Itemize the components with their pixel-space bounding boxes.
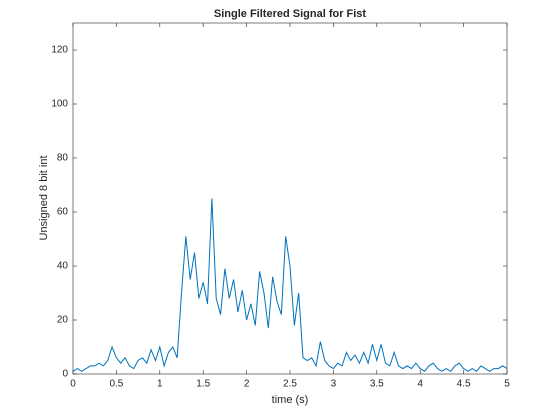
chart-title: Single Filtered Signal for Fist [214,8,367,20]
x-tick-label: 4.5 [457,379,471,390]
y-tick-label: 100 [51,99,68,110]
y-tick-label: 40 [57,261,69,272]
x-tick-label: 2.5 [283,379,297,390]
x-tick-label: 1 [157,379,163,390]
x-tick-label: 0 [70,379,76,390]
x-tick-label: 4 [417,379,423,390]
y-tick-label: 80 [57,153,69,164]
x-tick-label: 3 [331,379,337,390]
y-tick-label: 60 [57,207,69,218]
signal-line [72,198,508,372]
x-tick-label: 0.5 [109,379,123,390]
x-tick-label: 1.5 [196,379,210,390]
x-tick-label: 5 [504,379,510,390]
y-tick-label: 0 [62,369,68,380]
y-axis-label: Unsigned 8 bit int [38,156,50,241]
y-tick-label: 20 [57,315,69,326]
x-tick-label: 2 [244,379,250,390]
x-tick-label: 3.5 [370,379,384,390]
x-axis-label: time (s) [272,394,309,406]
y-tick-label: 120 [51,45,68,56]
